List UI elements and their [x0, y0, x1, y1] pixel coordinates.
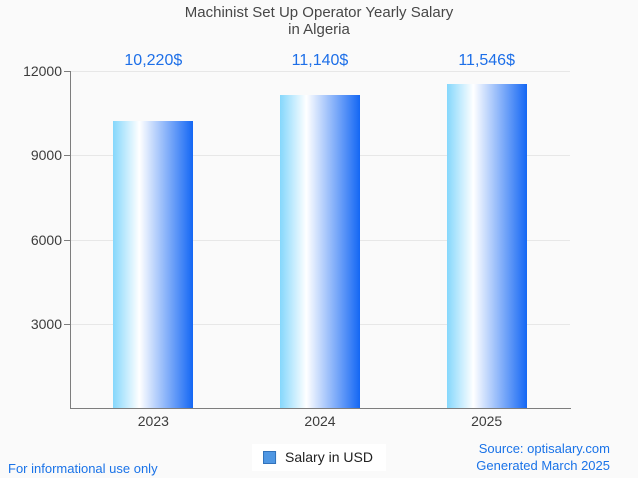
source-link[interactable]: Source: optisalary.com [478, 441, 610, 456]
bar-2024[interactable] [280, 95, 360, 408]
y-axis-line [70, 71, 71, 408]
legend: Salary in USD [252, 444, 386, 471]
chart-title: Machinist Set Up Operator Yearly Salary … [0, 4, 638, 38]
y-axis-tick-label: 9000 [30, 147, 62, 164]
value-label-2024: 11,140$ [291, 52, 349, 69]
y-axis-tick-mark [64, 71, 70, 72]
legend-marker-icon [263, 450, 277, 464]
bar-2025[interactable] [446, 83, 527, 408]
y-axis-tick-mark [64, 239, 70, 241]
disclaimer-text: For informational use only [8, 461, 158, 476]
plot-area [70, 71, 570, 408]
y-axis-tick-mark [64, 323, 70, 325]
x-axis-label-2023: 2023 [137, 413, 169, 429]
bar-2023[interactable] [113, 121, 194, 408]
y-axis-tick-label: 12000 [23, 63, 62, 79]
x-axis-label-2024: 2024 [304, 413, 336, 429]
x-axis-line [70, 408, 571, 409]
attribution: Source: optisalary.com Generated March 2… [476, 440, 610, 474]
chart-title-line1: Machinist Set Up Operator Yearly Salary [184, 4, 454, 21]
value-label-2023: 10,220$ [124, 52, 183, 69]
y-axis-tick-label: 6000 [30, 231, 62, 248]
y-axis-tick-mark [64, 155, 70, 157]
chart-title-line2: in Algeria [288, 21, 350, 38]
y-axis-tick-label: 3000 [30, 315, 62, 332]
gridline [71, 71, 570, 72]
legend-label: Salary in USD [285, 449, 373, 465]
value-label-2025: 11,546$ [458, 52, 515, 69]
x-axis-label-2025: 2025 [471, 413, 503, 429]
generated-date: Generated March 2025 [476, 458, 610, 473]
